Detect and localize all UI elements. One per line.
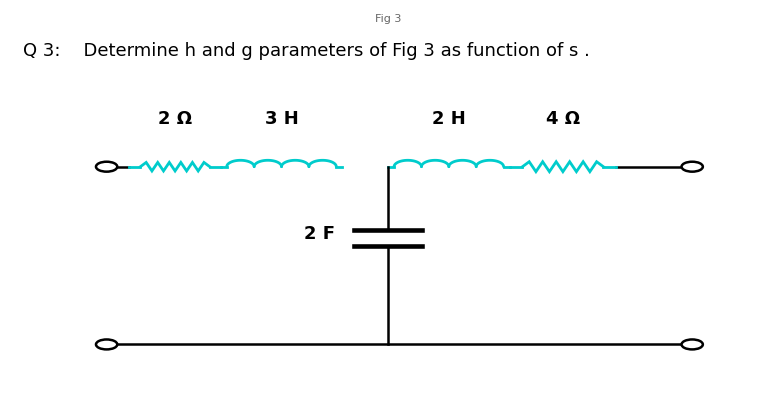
Text: 2 Ω: 2 Ω [158, 109, 192, 128]
Text: 4 Ω: 4 Ω [546, 109, 580, 128]
Circle shape [681, 162, 703, 172]
Text: 2 F: 2 F [303, 225, 334, 243]
Text: Fig 3: Fig 3 [375, 15, 401, 24]
Circle shape [681, 339, 703, 350]
Circle shape [96, 339, 117, 350]
Text: 3 H: 3 H [265, 109, 299, 128]
Text: Q 3:    Determine h and g parameters of Fig 3 as function of s .: Q 3: Determine h and g parameters of Fig… [23, 42, 590, 60]
Text: 2 H: 2 H [432, 109, 466, 128]
Circle shape [96, 162, 117, 172]
